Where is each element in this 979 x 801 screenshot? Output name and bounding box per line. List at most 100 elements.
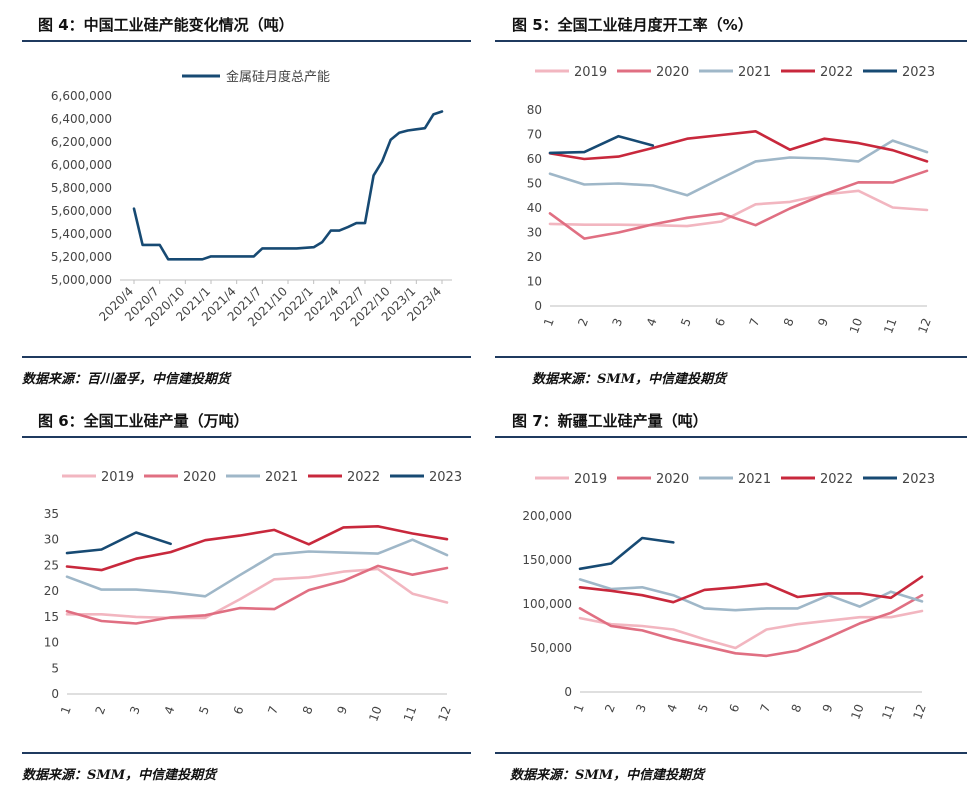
fig4-chart: 5,000,000 5,200,000 5,400,000 5,600,000 5,80… <box>51 69 452 329</box>
fig6-ytick-label: 30 <box>44 533 59 547</box>
fig5-bottom-rule <box>495 356 967 358</box>
fig7-xtick-label: 1 <box>571 702 587 714</box>
fig6-legend-label-2021: 2021 <box>265 470 298 485</box>
fig7-series-line-2023 <box>578 536 675 571</box>
fig5-legend: 2019 2020 2021 2022 2023 <box>535 65 935 80</box>
fig7-series-line-2020 <box>578 593 924 658</box>
fig5-legend-label-2019: 2019 <box>574 65 607 80</box>
fig5-ytick-label: 60 <box>527 152 542 166</box>
fig6-legend-label-2022: 2022 <box>347 470 380 485</box>
fig5-legend-label-2021: 2021 <box>738 65 771 80</box>
fig6-xtick-label: 10 <box>366 704 384 723</box>
fig7-legend-label-2023: 2023 <box>902 472 935 487</box>
fig7-bottom-rule <box>495 752 967 754</box>
fig5-legend-label-2020: 2020 <box>656 65 689 80</box>
fig4-bottom-rule <box>22 356 471 358</box>
fig5-top-rule <box>495 40 967 42</box>
fig6-xtick-label: 4 <box>162 704 178 716</box>
fig6-top-rule <box>22 436 471 438</box>
fig5-ytick-label: 80 <box>527 103 542 117</box>
fig7-xtick-label: 12 <box>910 702 928 721</box>
fig7-legend-label-2020: 2020 <box>656 472 689 487</box>
fig7-ytick-label: 0 <box>564 685 572 699</box>
fig7-xtick-label: 10 <box>848 702 866 721</box>
fig5-xtick-label: 10 <box>847 316 865 335</box>
fig7-series-line-2019 <box>578 609 924 650</box>
fig5-series-line-2020 <box>548 169 929 240</box>
fig5-series-line-2019 <box>548 189 929 228</box>
fig5-xtick-label: 11 <box>881 316 899 335</box>
fig4-ytick-label: 6,000,000 <box>51 158 112 172</box>
fig5-series-line-2022 <box>548 130 929 163</box>
fig6-series-line-2020 <box>65 564 449 625</box>
fig6-xtick-label: 9 <box>334 704 350 716</box>
fig4-source: 数据来源：百川盈孚，中信建投期货 <box>22 372 231 387</box>
fig6-ytick-label: 15 <box>44 610 59 624</box>
fig6-xtick-label: 11 <box>401 704 419 723</box>
fig6-ytick-label: 35 <box>44 507 59 521</box>
fig6-title: 图 6：全国工业硅产量（万吨） <box>38 412 249 430</box>
fig5-xtick-label: 4 <box>644 316 660 328</box>
fig7-legend-label-2021: 2021 <box>738 472 771 487</box>
fig6-xtick-label: 5 <box>196 704 212 716</box>
fig6-legend-label-2020: 2020 <box>183 470 216 485</box>
fig4-ytick-label: 5,800,000 <box>51 181 112 195</box>
fig5-title: 图 5：全国工业硅月度开工率（%） <box>512 16 753 34</box>
fig5-xtick-label: 12 <box>915 316 933 335</box>
fig7-xtick-label: 5 <box>695 702 711 714</box>
fig5-xtick-label: 8 <box>781 316 797 328</box>
fig7-xtick-label: 8 <box>789 702 805 714</box>
fig4-ytick-label: 6,400,000 <box>51 112 112 126</box>
fig6-ytick-label: 25 <box>44 558 59 572</box>
fig7-xtick-label: 4 <box>664 702 680 714</box>
fig5-xtick-label: 6 <box>712 316 728 328</box>
fig7-top-rule <box>495 436 967 438</box>
fig4-ytick-label: 5,400,000 <box>51 227 112 241</box>
fig6-ytick-label: 10 <box>44 636 59 650</box>
fig5-ytick-label: 30 <box>527 226 542 240</box>
fig7-xtick-label: 9 <box>820 702 836 714</box>
fig5-xtick-label: 7 <box>747 316 763 328</box>
fig6-xtick-label: 8 <box>300 704 316 716</box>
fig6-ytick-label: 5 <box>51 661 59 675</box>
fig6-xtick-label: 2 <box>93 704 109 716</box>
fig4-legend-label: 金属硅月度总产能 <box>226 69 330 85</box>
fig7-legend: 2019 2020 2021 2022 2023 <box>535 472 935 487</box>
fig5-ytick-label: 70 <box>527 128 542 142</box>
fig6-xtick-label: 7 <box>265 704 281 716</box>
fig6-xtick-label: 1 <box>58 704 74 716</box>
fig4-ytick-label: 6,600,000 <box>51 89 112 103</box>
fig4-ytick-label: 5,000,000 <box>51 273 112 287</box>
fig5-legend-label-2023: 2023 <box>902 65 935 80</box>
fig7-title: 图 7：新疆工业硅产量（吨） <box>512 412 708 430</box>
fig7-xtick-label: 3 <box>633 702 649 714</box>
fig7-source: 数据来源：SMM，中信建投期货 <box>510 768 705 783</box>
fig5-xtick-label: 9 <box>815 316 831 328</box>
fig6-legend: 2019 2020 2021 2022 2023 <box>62 470 462 485</box>
fig4-top-rule <box>22 40 471 42</box>
fig7-xtick-label: 6 <box>727 702 743 714</box>
fig5-legend-label-2022: 2022 <box>820 65 853 80</box>
fig7-series-line-2022 <box>578 575 924 604</box>
fig4-ytick-label: 6,200,000 <box>51 135 112 149</box>
fig4-legend: 金属硅月度总产能 <box>182 69 330 85</box>
fig5-ytick-label: 20 <box>527 250 542 264</box>
fig5-xtick-label: 1 <box>541 316 557 328</box>
fig7-legend-label-2019: 2019 <box>574 472 607 487</box>
fig5-source: 数据来源：SMM，中信建投期货 <box>532 372 727 387</box>
fig5-ytick-label: 40 <box>527 201 542 215</box>
fig7-xtick-label: 7 <box>758 702 774 714</box>
fig5-xtick-label: 2 <box>575 316 591 328</box>
fig5-ytick-label: 0 <box>534 299 542 313</box>
fig6-ytick-label: 0 <box>51 687 59 701</box>
fig5-ytick-label: 10 <box>527 275 542 289</box>
fig5-series-line-2021 <box>548 139 929 197</box>
fig6-xtick-label: 6 <box>231 704 247 716</box>
fig6-source: 数据来源：SMM，中信建投期货 <box>22 768 217 783</box>
fig5-series-line-2023 <box>548 134 655 155</box>
fig6-series-line-2019 <box>65 567 449 620</box>
fig6-legend-label-2019: 2019 <box>101 470 134 485</box>
fig6-series-line-2023 <box>65 531 172 555</box>
